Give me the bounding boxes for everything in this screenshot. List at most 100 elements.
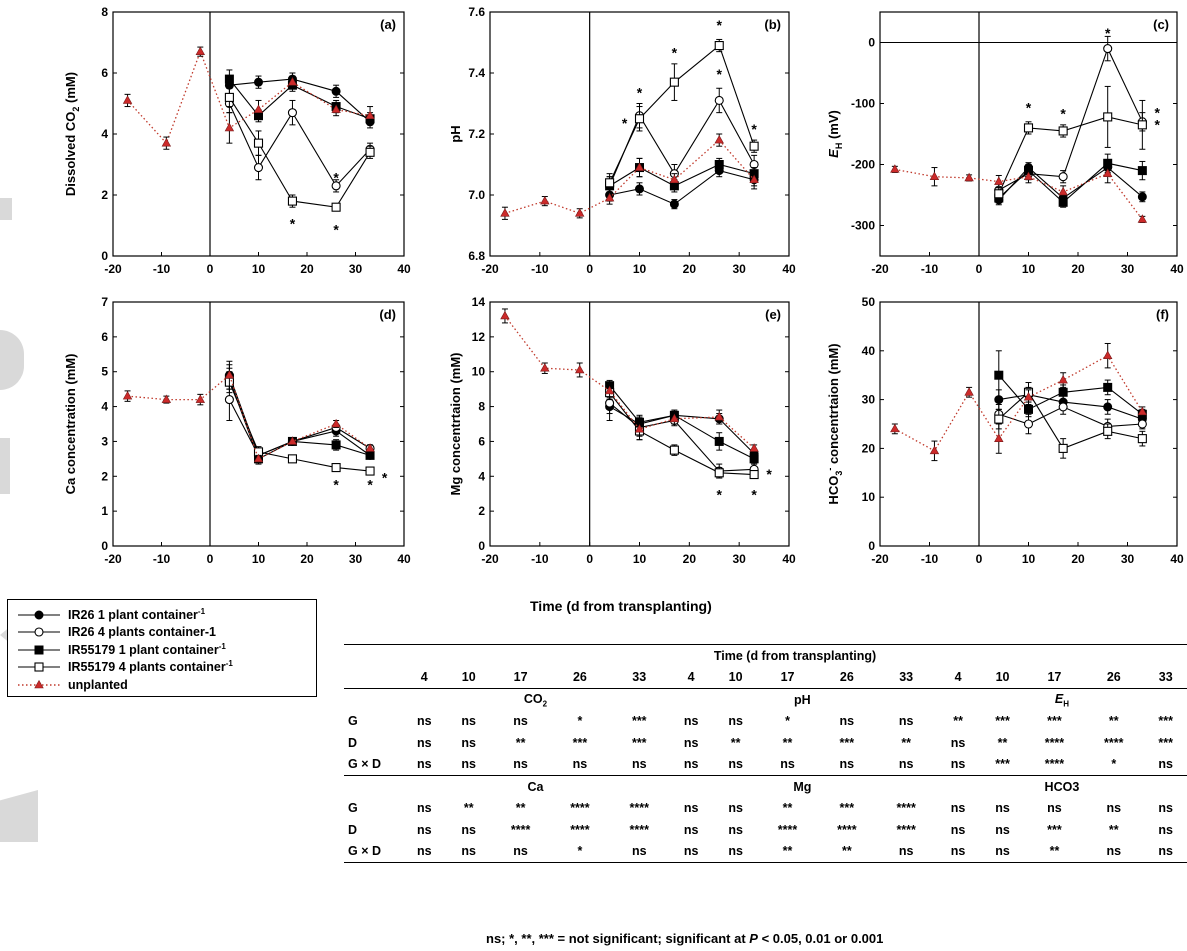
table-cell: *	[1111, 757, 1117, 772]
table-cell: ***	[839, 801, 855, 816]
data-point	[287, 108, 298, 118]
data-point	[540, 363, 550, 372]
table-cell: ns	[446, 840, 491, 863]
y-tick-label: -100	[851, 97, 875, 111]
series-line	[998, 394, 1143, 420]
table-cell: ****	[896, 822, 916, 837]
legend-swatch	[18, 645, 60, 654]
table-cell: ns	[1158, 757, 1174, 772]
data-point	[1058, 387, 1068, 397]
data-point	[365, 450, 375, 460]
x-tick-label: 0	[586, 262, 593, 276]
x-tick-label: 30	[1121, 262, 1135, 276]
data-point	[122, 391, 133, 400]
table-cell: **	[953, 714, 963, 729]
x-tick-label: -20	[481, 552, 499, 566]
table-cell: **	[817, 840, 877, 863]
x-tick-label: 10	[252, 262, 266, 276]
series-0	[994, 386, 1147, 425]
y-tick-label: 14	[472, 295, 486, 309]
data-point	[890, 423, 900, 433]
table-day-header: 10	[461, 670, 476, 685]
x-tick-label: 40	[397, 262, 411, 276]
table-cell: **	[515, 735, 526, 750]
legend-marker	[34, 627, 44, 637]
data-point	[1103, 112, 1113, 122]
series-unplanted	[890, 342, 1148, 462]
data-point	[287, 196, 298, 206]
table-day-header: 17	[780, 670, 795, 685]
x-tick-label: 10	[633, 552, 647, 566]
x-tick-label: 20	[300, 552, 314, 566]
table-cell: ****	[896, 801, 916, 816]
table-day-header: 10	[995, 670, 1010, 685]
table-row-label: G × D	[348, 757, 381, 772]
panel-label: (b)	[764, 17, 781, 32]
series-2	[224, 367, 375, 465]
x-tick-label: 20	[300, 262, 314, 276]
table-cell: **	[782, 735, 793, 750]
table-day-header: 17	[1047, 670, 1062, 685]
x-tick-label: 30	[1121, 552, 1135, 566]
table-row-label: D	[348, 735, 358, 750]
data-point	[331, 440, 341, 450]
data-point	[224, 122, 235, 132]
x-tick-label: 0	[586, 552, 593, 566]
table-row: Ca Mg HCO3	[344, 775, 1187, 798]
data-point	[331, 202, 341, 212]
table-day-header: 26	[572, 670, 587, 685]
y-tick-label: 0	[868, 36, 875, 50]
table-cell: ns	[416, 714, 432, 729]
table-day-header: 33	[632, 670, 647, 685]
y-tick-label: 50	[862, 295, 876, 309]
table-cell: **	[1024, 840, 1085, 863]
x-tick-label: -10	[921, 262, 939, 276]
chart-panel-f: -20 -10 0 10 20 30 40 0 10 20 30 40 50 (f) HCO3- conce…	[825, 295, 1184, 566]
x-tick-label: -20	[871, 552, 889, 566]
table-cell: ****	[1044, 757, 1065, 772]
table-variable-header: CO2	[402, 688, 669, 711]
decorative-bar-top	[0, 198, 12, 220]
table-cell: ns	[898, 757, 914, 772]
table-cell: ns	[995, 822, 1010, 837]
y-tick-label: 2	[478, 504, 485, 518]
data-point	[122, 95, 133, 104]
data-point	[253, 138, 264, 148]
series-1	[224, 93, 375, 193]
y-tick-label: 7.6	[468, 5, 485, 19]
data-point	[605, 398, 615, 408]
table-cell: ns	[461, 735, 476, 750]
table-corner	[344, 644, 402, 667]
data-point	[224, 92, 234, 102]
y-axis-label: Ca concentration (mM)	[63, 354, 78, 495]
table-cell: ns	[728, 714, 743, 729]
x-tick-label: 20	[683, 262, 697, 276]
data-point	[224, 395, 234, 405]
data-point	[714, 40, 724, 51]
y-tick-label: -200	[851, 158, 875, 172]
data-point	[714, 95, 724, 105]
data-point	[574, 364, 585, 374]
series-line	[228, 103, 371, 187]
data-point	[1102, 350, 1113, 359]
data-point	[1103, 402, 1113, 412]
data-point	[331, 104, 341, 113]
series-1	[224, 378, 375, 462]
data-point	[634, 162, 645, 171]
table-cell: **	[463, 801, 474, 816]
x-tick-label: -20	[871, 262, 889, 276]
legend-swatch	[18, 662, 60, 672]
table-cell: ns	[1084, 840, 1144, 863]
table-corner	[344, 775, 402, 798]
legend-marker	[34, 610, 44, 619]
significance-star: *	[1154, 117, 1160, 133]
table-variable-header: EH	[935, 688, 1187, 711]
data-point	[365, 147, 375, 157]
table-cell: *	[577, 714, 583, 729]
series-line	[609, 392, 755, 476]
table-cell: ns	[839, 714, 855, 729]
series-line	[228, 78, 371, 120]
legend: IR26 1 plant container-1 IR26 4 plants co…	[7, 599, 317, 697]
table-title: Time (d from transplanting)	[402, 644, 1187, 667]
legend-label: unplanted	[68, 677, 128, 692]
